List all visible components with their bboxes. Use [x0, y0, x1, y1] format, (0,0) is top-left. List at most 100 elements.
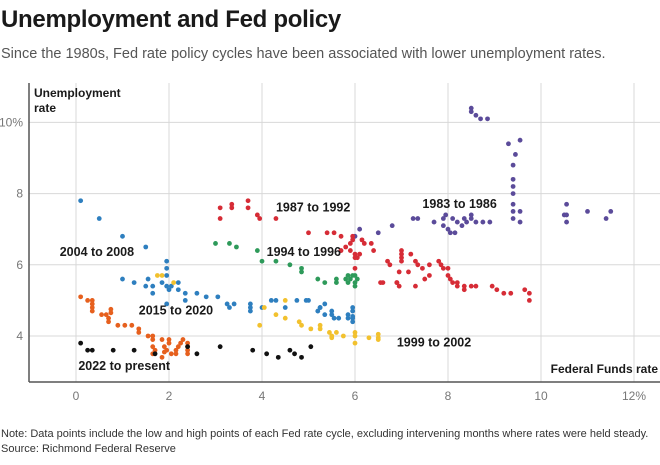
data-point [473, 283, 479, 289]
data-point [450, 216, 456, 221]
data-point [510, 162, 516, 168]
data-point [585, 209, 590, 214]
data-point [445, 226, 451, 232]
data-point [136, 326, 142, 332]
data-point [131, 347, 137, 353]
data-point [443, 212, 449, 218]
data-point [292, 351, 297, 357]
data-point [171, 280, 177, 285]
data-point [350, 233, 356, 239]
data-point [264, 351, 270, 357]
data-point [431, 219, 437, 225]
data-point [103, 312, 109, 318]
x-tick-label: 8 [445, 389, 452, 403]
data-point [399, 251, 404, 257]
data-point [164, 301, 170, 307]
data-point [245, 205, 251, 211]
data-point [459, 223, 465, 229]
data-point [366, 335, 372, 341]
data-point [329, 335, 335, 341]
data-point [85, 347, 91, 353]
data-point [234, 244, 239, 250]
data-point [99, 312, 104, 318]
footnote: Note: Data points include the low and hi… [1, 428, 649, 440]
data-point [501, 290, 507, 296]
data-point [324, 230, 330, 236]
chart-subtitle: Since the 1980s, Fed rate policy cycles … [1, 46, 606, 62]
data-point [510, 191, 516, 197]
data-point [396, 283, 402, 289]
data-point [185, 344, 191, 350]
data-point [345, 280, 351, 285]
data-point [317, 322, 323, 328]
data-point [608, 209, 614, 214]
data-point [399, 255, 404, 261]
data-point [161, 349, 167, 355]
data-point [154, 273, 160, 278]
data-point [136, 330, 142, 335]
data-point [334, 280, 339, 285]
data-point [468, 283, 474, 289]
data-point [510, 216, 516, 221]
data-point [164, 283, 170, 289]
data-point [150, 333, 156, 339]
data-point [510, 176, 516, 182]
data-point [350, 237, 356, 243]
data-point [445, 273, 451, 278]
data-point [143, 283, 149, 289]
x-axis-title: Federal Funds rate [551, 362, 659, 376]
data-point [461, 216, 467, 221]
data-point [473, 219, 479, 225]
data-point [352, 330, 358, 335]
data-point [227, 305, 232, 310]
data-point [273, 258, 279, 264]
data-point [175, 287, 181, 293]
data-point [478, 116, 483, 122]
data-point [287, 262, 293, 268]
data-point [487, 219, 493, 225]
data-point [229, 205, 235, 211]
data-point [150, 283, 156, 289]
data-point [345, 315, 351, 321]
data-point [357, 226, 363, 232]
data-point [224, 301, 230, 307]
series-label: 2022 to present [78, 359, 171, 373]
data-point [150, 344, 156, 350]
data-point [440, 265, 446, 271]
data-point [396, 269, 402, 275]
data-point [464, 219, 469, 225]
data-point [89, 298, 95, 303]
data-point [166, 337, 172, 342]
data-point [229, 201, 235, 207]
data-point [261, 305, 267, 310]
data-point [299, 265, 304, 271]
data-point [352, 273, 358, 278]
data-point [131, 280, 137, 285]
data-point [115, 322, 121, 328]
data-point [517, 209, 523, 214]
data-point [375, 331, 381, 337]
data-point [166, 287, 172, 293]
data-point [308, 326, 314, 332]
data-point [350, 314, 356, 319]
data-point [454, 219, 460, 225]
data-point [331, 315, 337, 321]
data-point [217, 205, 223, 211]
data-point [227, 241, 232, 246]
data-point [159, 337, 165, 342]
data-point [182, 290, 188, 296]
scatter-chart: 1983 to 1986 1987 to 1992 1994 to 1996 2004… [0, 83, 660, 403]
data-point [394, 280, 400, 285]
data-point [352, 265, 358, 271]
data-point [454, 283, 460, 289]
series-1987-to-1992 [217, 198, 532, 303]
data-point [468, 216, 474, 221]
data-point [282, 298, 288, 303]
data-point [375, 230, 381, 236]
data-point [152, 347, 158, 353]
data-point [231, 301, 237, 307]
series-label: 1987 to 1992 [276, 200, 350, 214]
data-point [413, 283, 418, 289]
data-point [343, 276, 349, 282]
data-point [317, 326, 323, 332]
